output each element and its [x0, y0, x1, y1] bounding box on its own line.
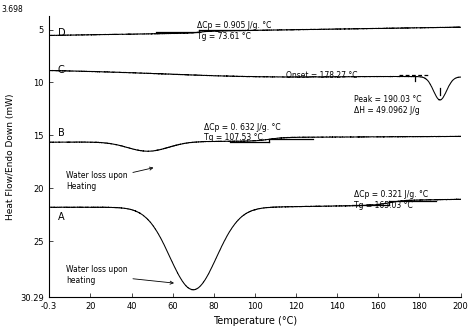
Text: D: D	[57, 28, 65, 38]
Text: A: A	[57, 212, 64, 222]
Text: Peak = 190.03 °C
ΔH = 49.0962 J/g: Peak = 190.03 °C ΔH = 49.0962 J/g	[354, 95, 421, 115]
Text: B: B	[57, 128, 64, 138]
Text: Onset = 178.27 °C: Onset = 178.27 °C	[286, 71, 357, 80]
Text: 3.698: 3.698	[1, 5, 23, 14]
Y-axis label: Heat Flow/Endo Down (mW): Heat Flow/Endo Down (mW)	[6, 93, 15, 220]
X-axis label: Temperature (°C): Temperature (°C)	[212, 316, 297, 326]
Text: ΔCp = 0.321 J/g. °C
Tg = 165.03 °C: ΔCp = 0.321 J/g. °C Tg = 165.03 °C	[354, 190, 428, 210]
Text: C: C	[57, 65, 64, 75]
Text: ΔCp = 0.905 J/g. °C
Tg = 73.61 °C: ΔCp = 0.905 J/g. °C Tg = 73.61 °C	[197, 21, 272, 41]
Text: Water loss upon
Heating: Water loss upon Heating	[66, 167, 153, 191]
Text: Water loss upon
heating: Water loss upon heating	[66, 265, 173, 285]
Text: ΔCp = 0. 632 J/g. °C
Tg = 107.53 °C: ΔCp = 0. 632 J/g. °C Tg = 107.53 °C	[203, 123, 280, 142]
